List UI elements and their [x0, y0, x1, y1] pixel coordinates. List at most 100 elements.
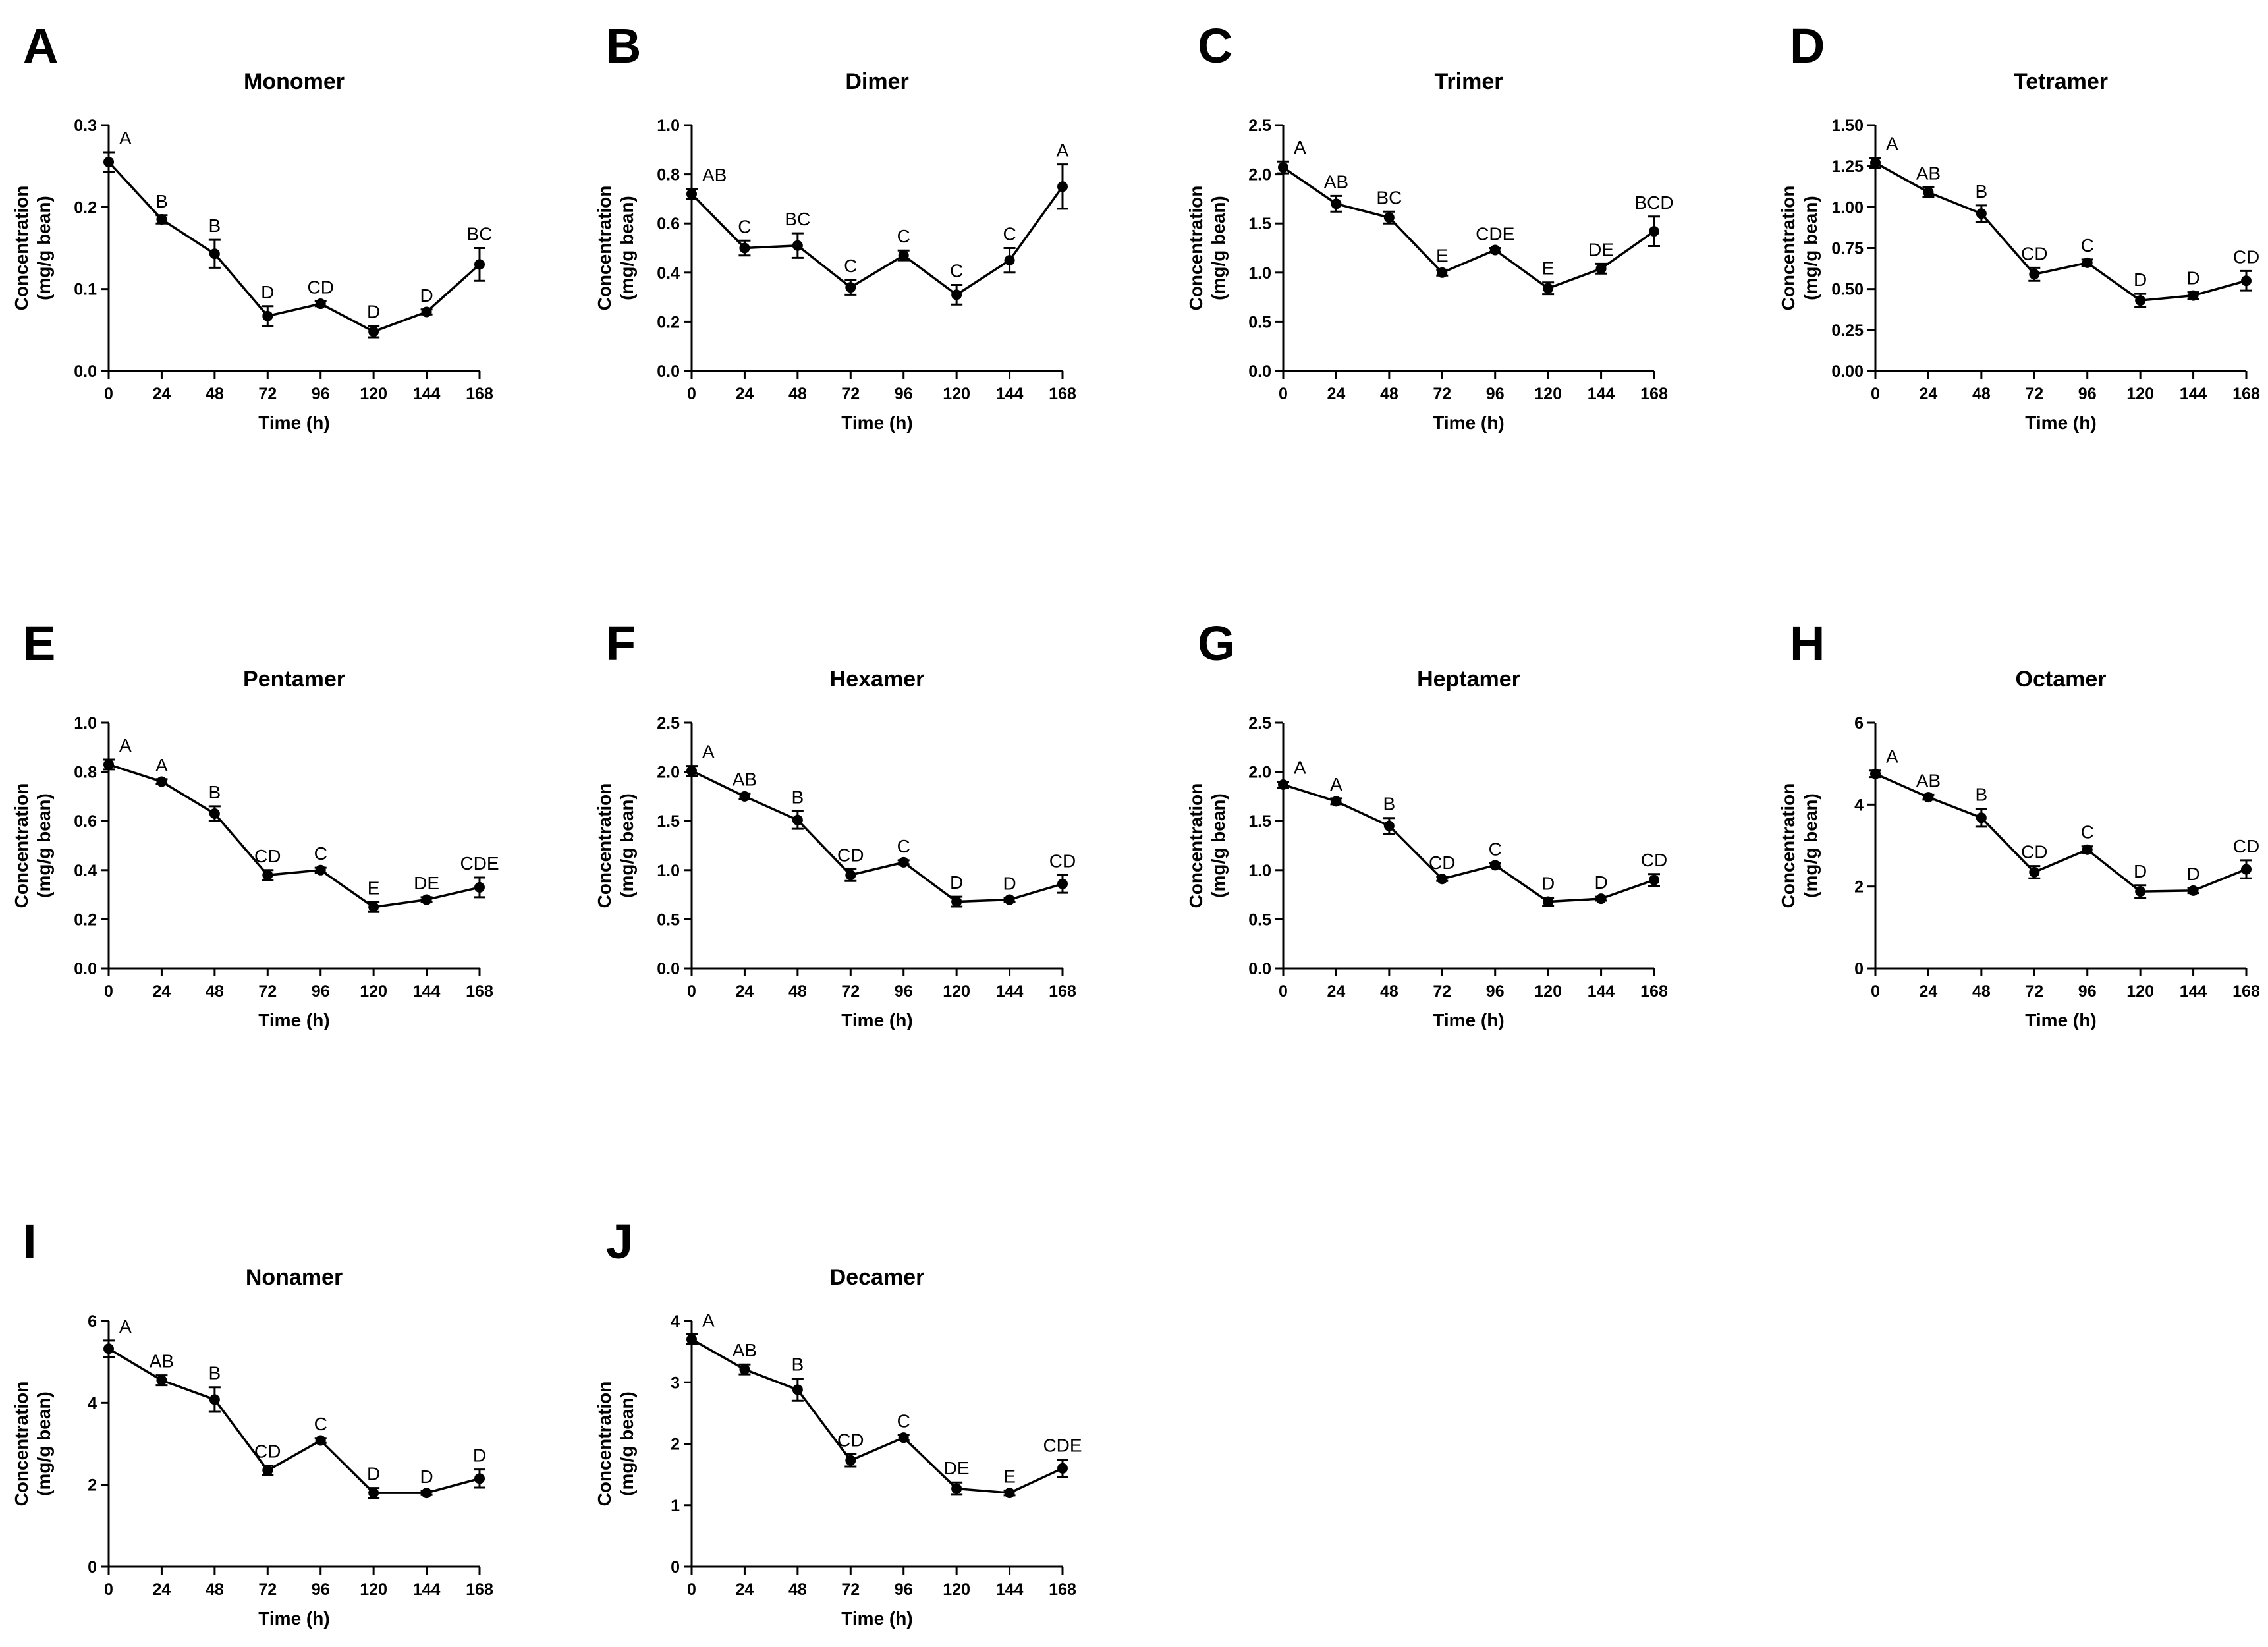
data-point [1004, 894, 1015, 905]
y-axis-title-line2: (mg/g bean) [617, 196, 637, 300]
data-point [2029, 269, 2040, 280]
y-axis-title: Concentration (mg/g bean) [11, 186, 54, 311]
data-point [951, 896, 962, 907]
x-tick-label: 24 [1920, 385, 1938, 403]
data-point [262, 870, 273, 881]
series-line [108, 1347, 480, 1494]
data-point [2029, 866, 2040, 878]
x-tick-label: 48 [206, 982, 224, 1001]
x-tick-label: 120 [360, 982, 387, 1001]
data-point [898, 1432, 909, 1443]
y-axis-title-line1: Concentration [1778, 186, 1798, 311]
x-tick-label: 144 [2180, 385, 2207, 403]
series-line [1875, 161, 2247, 302]
x-tick-label: 48 [1972, 385, 1991, 403]
y-axis-title-line1: Concentration [594, 186, 615, 311]
panel-letter: D [1790, 18, 1825, 73]
significance-letter: C [2081, 235, 2094, 256]
data-point [2241, 275, 2252, 287]
x-axis-title: Time (h) [841, 1608, 912, 1629]
x-tick-label: 96 [895, 385, 913, 403]
data-point [2135, 295, 2146, 306]
y-tick-label: 0.4 [74, 862, 97, 880]
data-point [315, 298, 326, 310]
data-point [103, 1343, 114, 1354]
data-point [2241, 864, 2252, 875]
x-tick-label: 24 [736, 1580, 754, 1599]
x-tick-label: 120 [360, 1580, 387, 1599]
y-tick-label: 0.0 [657, 960, 680, 978]
significance-letter: DE [1588, 239, 1614, 260]
significance-letter: A [702, 742, 715, 762]
x-tick-label: 0 [1871, 385, 1880, 403]
significance-letter: AB [1324, 171, 1348, 192]
y-tick-label: 0.0 [1248, 960, 1271, 978]
data-point [686, 766, 697, 777]
data-point [1976, 208, 1987, 219]
series-line [107, 161, 481, 333]
significance-letter: BC [1376, 187, 1402, 208]
x-axis-title: Time (h) [2025, 412, 2096, 433]
y-tick-label: 0.5 [1248, 313, 1271, 331]
data-point [1489, 244, 1501, 256]
significance-letter: BCD [1634, 192, 1673, 213]
data-point [2188, 290, 2199, 301]
significance-letter: D [2186, 268, 2199, 289]
y-tick-label: 1 [671, 1497, 680, 1515]
x-tick-label: 72 [841, 982, 860, 1001]
x-tick-label: 120 [2126, 385, 2154, 403]
y-tick-label: 0 [671, 1558, 680, 1577]
x-axis-title: Time (h) [1433, 1010, 1504, 1030]
data-point [1489, 860, 1501, 871]
data-point [686, 1333, 697, 1345]
data-point [1004, 1488, 1015, 1499]
data-point [103, 156, 114, 167]
data-point [951, 1483, 962, 1494]
y-tick-label: 2.0 [1248, 166, 1271, 184]
y-tick-label: 1.50 [1831, 117, 1864, 135]
significance-letter: C [950, 260, 963, 281]
x-tick-label: 48 [206, 385, 224, 403]
chart-title: Trimer [1435, 69, 1503, 94]
significance-letter: AB [1916, 770, 1941, 791]
significance-letter: A [155, 755, 168, 775]
y-axis-title-line2: (mg/g bean) [617, 793, 637, 898]
data-point [103, 759, 114, 770]
significance-letter: CD [1429, 852, 1455, 873]
y-tick-label: 0.5 [1248, 910, 1271, 929]
x-axis-title: Time (h) [258, 412, 329, 433]
panel-letter: H [1790, 616, 1825, 671]
data-point [1278, 162, 1288, 173]
data-point [2188, 885, 2199, 896]
chart-title: Nonamer [246, 1265, 343, 1290]
significance-letter: AB [733, 1340, 757, 1360]
x-tick-label: 144 [996, 982, 1024, 1001]
y-tick-label: 0.25 [1831, 321, 1864, 340]
chart-panel-f: F Hexamer 0.0 0.5 1.0 1.5 2.0 2.5 0 24 48 72 96 120 14… [594, 616, 1076, 1030]
data-point [156, 213, 167, 225]
significance-letter: CD [837, 845, 864, 865]
x-tick-label: 96 [2078, 982, 2097, 1001]
x-tick-label: 144 [413, 385, 441, 403]
x-tick-label: 144 [413, 982, 441, 1001]
significance-letter: B [1976, 785, 1988, 805]
y-tick-label: 1.0 [657, 117, 680, 135]
x-tick-label: 168 [1640, 385, 1668, 403]
significance-letter: D [261, 282, 274, 302]
significance-letter: CD [2021, 243, 2047, 264]
significance-letter: BC [467, 224, 493, 244]
significance-letter: E [1542, 258, 1555, 279]
data-point [1543, 896, 1554, 907]
x-tick-label: 168 [1049, 982, 1076, 1001]
chart-panel-d: D Tetramer 0.00 0.25 0.50 0.75 1.00 1.25 1.50 0 24… [1778, 18, 2260, 433]
significance-letter: A [1886, 134, 1898, 154]
y-tick-label: 0.3 [74, 117, 97, 135]
significance-letter: A [1294, 137, 1306, 157]
x-tick-label: 0 [1279, 385, 1288, 403]
significance-letter: D [2134, 269, 2147, 290]
significance-letter: CD [307, 277, 333, 297]
x-tick-label: 120 [943, 385, 970, 403]
y-axis-title: Concentration (mg/g bean) [594, 1382, 637, 1507]
panel-letter: C [1198, 18, 1232, 73]
